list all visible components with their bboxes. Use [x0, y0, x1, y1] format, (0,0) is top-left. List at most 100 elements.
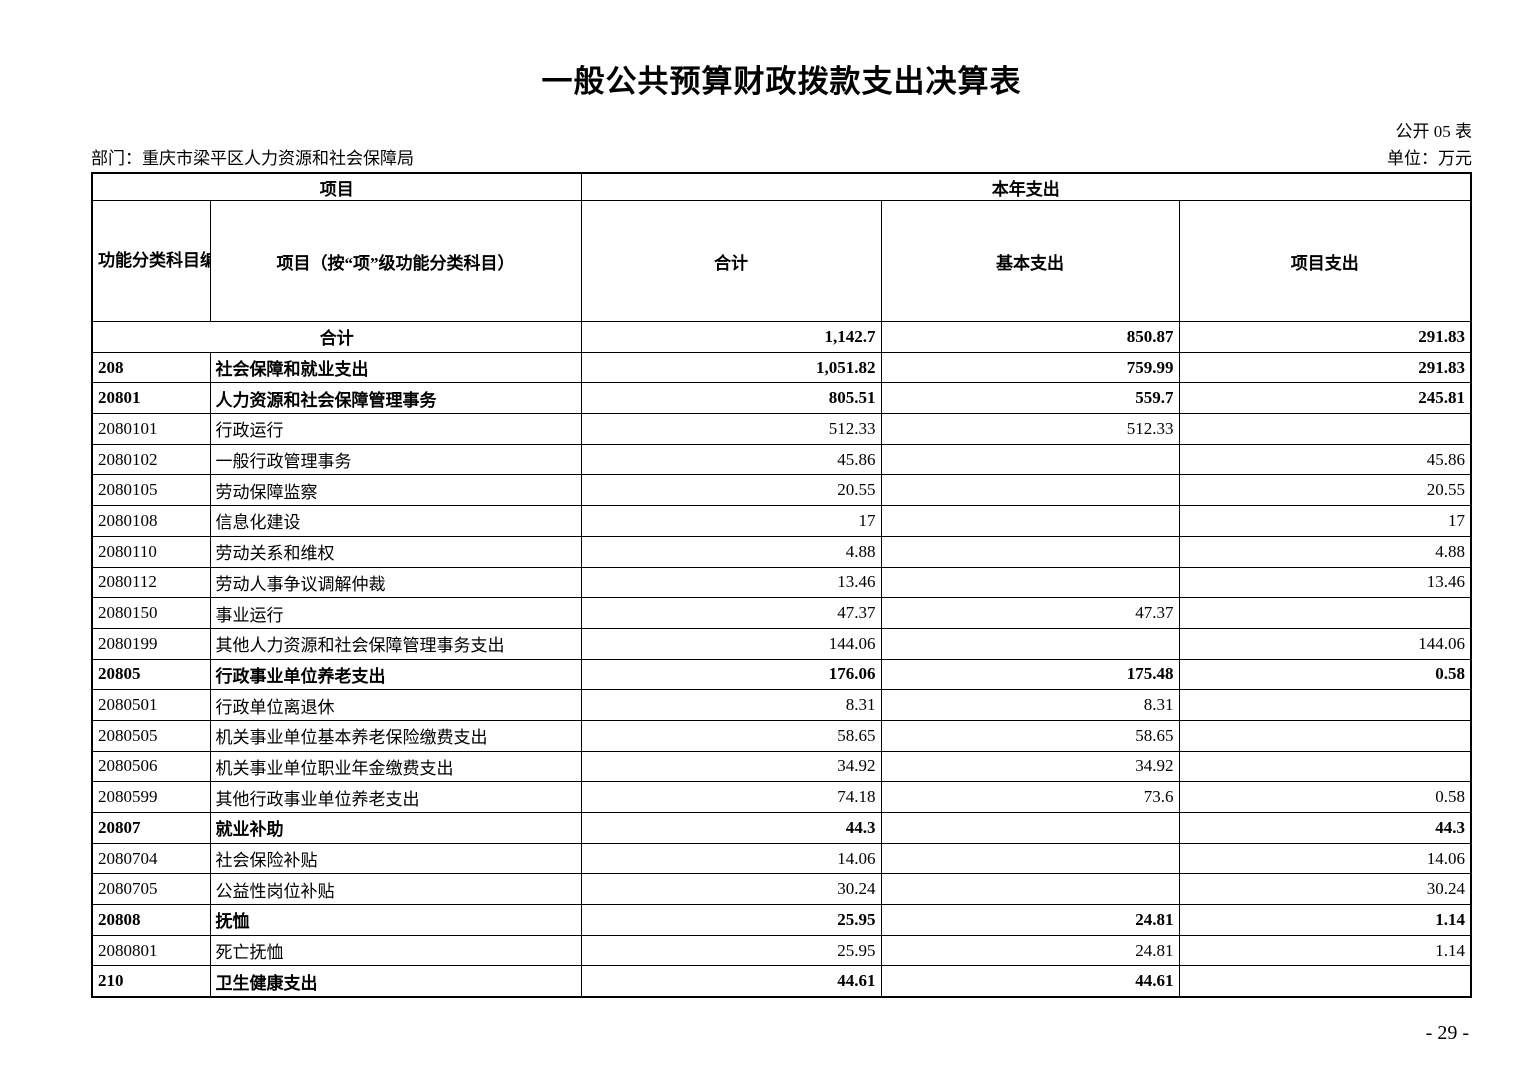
row-project-value: 4.88: [1178, 535, 1472, 568]
header-col-item: 项目（按“项”级功能分类科目）: [209, 200, 582, 322]
row-basic-value: 559.7: [880, 382, 1180, 415]
header-col-total: 合计: [580, 200, 882, 322]
row-total-value: 4.88: [580, 535, 882, 568]
row-total-value: 512.33: [580, 413, 882, 445]
department-label: 部门：重庆市梁平区人力资源和社会保障局: [91, 149, 414, 168]
header-group-item: 项目: [91, 172, 582, 201]
row-basic-value: [880, 812, 1180, 844]
row-total-value: 74.18: [580, 781, 882, 813]
row-total-value: 44.3: [580, 812, 882, 844]
unit-label: 单位：万元: [1387, 149, 1472, 168]
row-name: 劳动人事争议调解仲裁: [209, 566, 582, 599]
row-basic-value: 8.31: [880, 689, 1180, 721]
table-row: 2080199 其他人力资源和社会保障管理事务支出 144.06 144.06: [91, 627, 1472, 660]
row-code: 2080704: [91, 842, 211, 875]
row-code: 2080110: [91, 535, 211, 568]
row-project-value: 1.14: [1178, 904, 1472, 936]
row-basic-value: 175.48: [880, 658, 1180, 691]
meta-row: 部门：重庆市梁平区人力资源和社会保障局 单位：万元: [91, 144, 1472, 169]
budget-table: 项目 本年支出 功能分类科目编码 项目（按“项”级功能分类科目） 合计 基本支出…: [91, 172, 1472, 999]
table-row: 2080501 行政单位离退休 8.31 8.31: [91, 689, 1472, 721]
row-project-value: 144.06: [1178, 627, 1472, 660]
row-total-value: 44.61: [580, 965, 882, 998]
row-total-value: 25.95: [580, 904, 882, 936]
row-name: 人力资源和社会保障管理事务: [209, 382, 582, 415]
row-code: 20808: [91, 904, 211, 936]
row-code: 2080705: [91, 873, 211, 906]
table-code-label: 公开 05 表: [1395, 122, 1473, 141]
row-code: 208: [91, 351, 211, 384]
page-number: - 29 -: [1425, 1022, 1469, 1044]
row-total-value: 805.51: [580, 382, 882, 415]
header-columns-row: 功能分类科目编码 项目（按“项”级功能分类科目） 合计 基本支出 项目支出: [91, 200, 1472, 322]
table-row: 2080101 行政运行 512.33 512.33: [91, 413, 1472, 445]
row-basic-value: 73.6: [880, 781, 1180, 813]
table-row: 2080105 劳动保障监察 20.55 20.55: [91, 474, 1472, 507]
row-code: 20807: [91, 812, 211, 844]
header-col-basic: 基本支出: [880, 200, 1180, 322]
row-name: 劳动保障监察: [209, 474, 582, 507]
row-basic-value: [880, 474, 1180, 507]
row-total-value: 8.31: [580, 689, 882, 721]
row-total-value: 58.65: [580, 719, 882, 752]
row-project-value: 14.06: [1178, 842, 1472, 875]
table-row: 20807 就业补助 44.3 44.3: [91, 812, 1472, 844]
row-code: 2080801: [91, 934, 211, 967]
row-basic-value: 34.92: [880, 750, 1180, 783]
row-name: 社会保险补贴: [209, 842, 582, 875]
row-basic-value: [880, 566, 1180, 599]
header-col-code: 功能分类科目编码: [91, 200, 211, 322]
table-body: 合计 1,142.7 850.87 291.83 208 社会保障和就业支出 1,051.8…: [91, 321, 1472, 998]
table-row: 2080506 机关事业单位职业年金缴费支出 34.92 34.92: [91, 750, 1472, 783]
row-basic-value: 58.65: [880, 719, 1180, 752]
table-row: 2080801 死亡抚恤 25.95 24.81 1.14: [91, 934, 1472, 967]
row-total-value: 17: [580, 505, 882, 537]
row-total-value: 20.55: [580, 474, 882, 507]
row-code: 2080105: [91, 474, 211, 507]
row-project-value: 17: [1178, 505, 1472, 537]
row-name: 其他人力资源和社会保障管理事务支出: [209, 627, 582, 660]
row-total-value: 34.92: [580, 750, 882, 783]
row-basic-value: 759.99: [880, 351, 1180, 384]
table-row: 2080704 社会保险补贴 14.06 14.06: [91, 842, 1472, 875]
row-project-value: 0.58: [1178, 658, 1472, 691]
row-project-value: [1178, 719, 1472, 752]
row-basic-value: [880, 505, 1180, 537]
row-total-value: 45.86: [580, 443, 882, 476]
row-code: 2080199: [91, 627, 211, 660]
row-code: 2080102: [91, 443, 211, 476]
row-code: 2080505: [91, 719, 211, 752]
table-header: 项目 本年支出 功能分类科目编码 项目（按“项”级功能分类科目） 合计 基本支出…: [91, 172, 1472, 322]
row-total-value: 13.46: [580, 566, 882, 599]
row-project-value: [1178, 689, 1472, 721]
row-name: 行政运行: [209, 413, 582, 445]
row-code: 2080108: [91, 505, 211, 537]
row-project-value: 291.83: [1178, 351, 1472, 384]
row-project-value: 44.3: [1178, 812, 1472, 844]
row-code: 2080599: [91, 781, 211, 813]
row-name: 行政单位离退休: [209, 689, 582, 721]
header-group-row: 项目 本年支出: [91, 172, 1472, 201]
row-total-value: 1,051.82: [580, 351, 882, 384]
header-group-current-year: 本年支出: [580, 172, 1472, 201]
row-code: 2080150: [91, 597, 211, 629]
row-code: 2080506: [91, 750, 211, 783]
row-name: 其他行政事业单位养老支出: [209, 781, 582, 813]
header-col-project: 项目支出: [1178, 200, 1472, 322]
row-name: 信息化建设: [209, 505, 582, 537]
row-project-value: 30.24: [1178, 873, 1472, 906]
row-project-value: 13.46: [1178, 566, 1472, 599]
row-name: 劳动关系和维权: [209, 535, 582, 568]
table-row: 2080150 事业运行 47.37 47.37: [91, 597, 1472, 629]
row-code: 2080501: [91, 689, 211, 721]
table-row: 2080599 其他行政事业单位养老支出 74.18 73.6 0.58: [91, 781, 1472, 813]
page-title: 一般公共预算财政拨款支出决算表: [541, 64, 1022, 99]
row-project-value: 0.58: [1178, 781, 1472, 813]
row-project-value: [1178, 597, 1472, 629]
row-name: 一般行政管理事务: [209, 443, 582, 476]
row-basic-value: [880, 627, 1180, 660]
row-name: 公益性岗位补贴: [209, 873, 582, 906]
row-name: 机关事业单位职业年金缴费支出: [209, 750, 582, 783]
row-code: 210: [91, 965, 211, 998]
row-code: 20801: [91, 382, 211, 415]
